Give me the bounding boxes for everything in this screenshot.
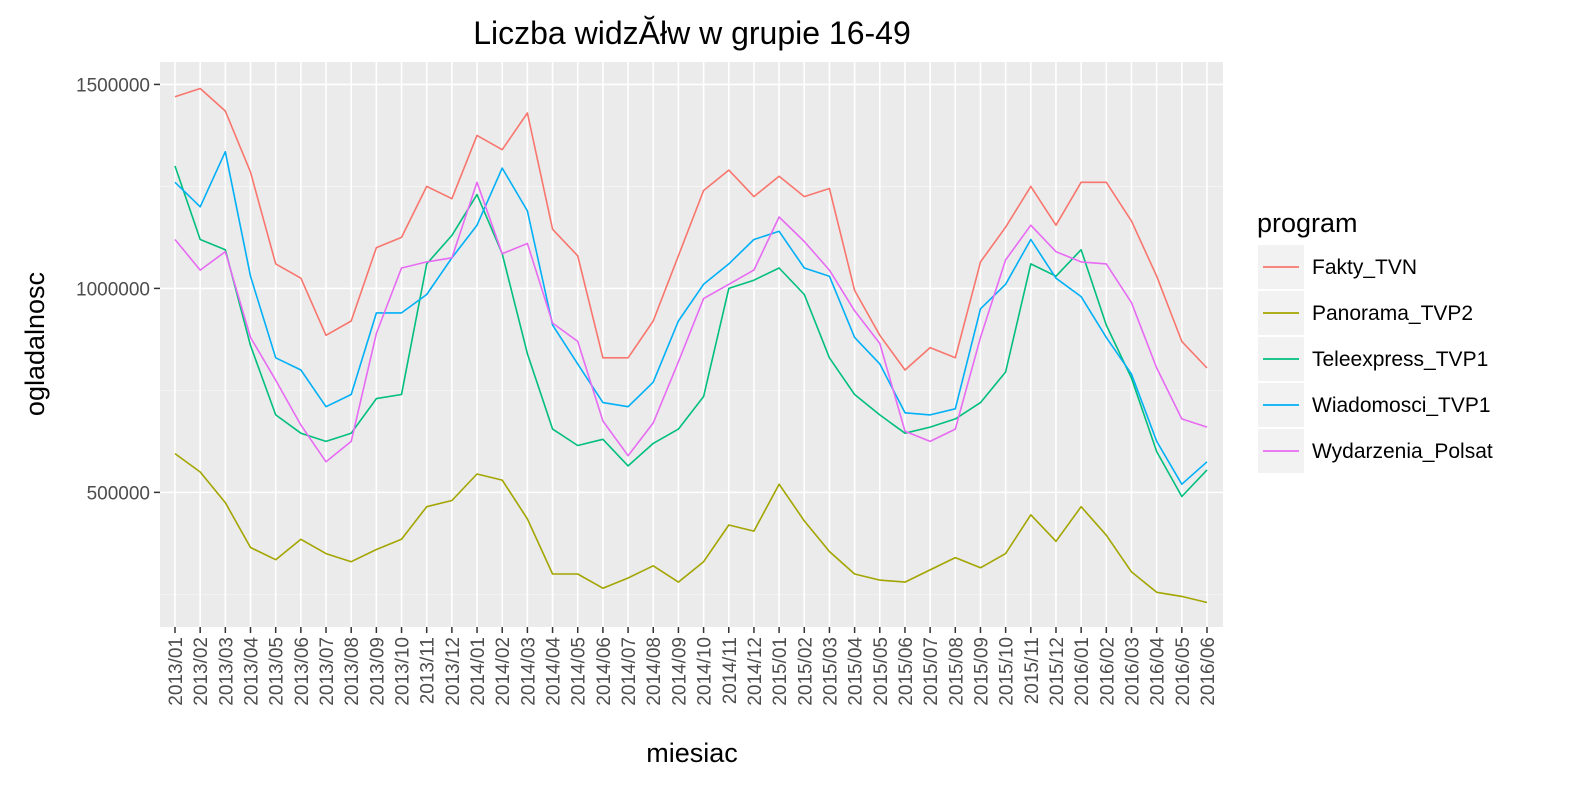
x-tick-label: 2015/07 <box>921 637 942 706</box>
legend-title: program <box>1257 208 1358 238</box>
legend-label: Panorama_TVP2 <box>1312 302 1473 325</box>
series-line-fakty-tvn <box>174 87 1208 371</box>
x-axis-title: miesiac <box>646 738 738 768</box>
x-tick-label: 2015/12 <box>1047 637 1068 706</box>
x-tick-label: 2015/04 <box>846 637 867 706</box>
x-tick-label: 2014/04 <box>544 637 565 706</box>
legend-label: Wydarzenia_Polsat <box>1312 440 1493 463</box>
x-tick-label: 2016/05 <box>1173 637 1194 706</box>
x-tick-label: 2014/01 <box>468 637 489 706</box>
y-tick-label: 500000 <box>87 483 150 504</box>
x-tick-label: 2014/08 <box>644 637 665 706</box>
x-tick-label: 2013/06 <box>292 637 313 706</box>
x-tick-label: 2016/06 <box>1198 637 1219 706</box>
y-tick-label: 1500000 <box>76 75 150 96</box>
series-line-wydarzenia-polsat <box>174 181 1208 463</box>
x-tick-label: 2016/03 <box>1122 637 1143 706</box>
x-tick-label: 2013/12 <box>443 637 464 706</box>
y-axis-title: ogladalnosc <box>20 272 50 416</box>
x-tick-label: 2013/10 <box>393 637 414 706</box>
grid-lines <box>160 62 1223 627</box>
x-tick-label: 2016/01 <box>1072 637 1093 706</box>
x-tick-label: 2013/08 <box>342 637 363 706</box>
legend-label: Wiadomosci_TVP1 <box>1312 394 1491 417</box>
legend: program Fakty_TVN Panorama_TVP2 Teleexpres… <box>1257 208 1493 473</box>
x-tick-label: 2014/12 <box>745 637 766 706</box>
x-tick-label: 2016/02 <box>1097 637 1118 706</box>
y-tick-label: 1000000 <box>76 279 150 300</box>
x-tick-label: 2013/11 <box>418 637 439 704</box>
x-tick-label: 2014/10 <box>695 637 716 706</box>
series-lines <box>174 87 1208 604</box>
x-tick-label: 2015/03 <box>820 637 841 706</box>
x-tick-label: 2015/09 <box>971 637 992 706</box>
x-tick-label: 2013/03 <box>216 637 237 706</box>
x-axis: 2013/01 2013/02 2013/03 2013/04 2013/05 2013/… <box>166 627 1219 706</box>
x-tick-label: 2015/01 <box>770 637 791 706</box>
series-line-panorama-tvp2 <box>174 452 1208 604</box>
x-tick-label: 2015/11 <box>1022 637 1043 704</box>
x-tick-label: 2013/05 <box>267 637 288 706</box>
x-tick-label: 2013/02 <box>191 637 212 706</box>
x-tick-label: 2016/04 <box>1148 637 1169 706</box>
legend-label: Fakty_TVN <box>1312 256 1417 279</box>
series-line-wiadomosci-tvp1 <box>174 150 1208 486</box>
x-tick-label: 2014/07 <box>619 637 640 706</box>
x-tick-label: 2013/01 <box>166 637 187 706</box>
x-tick-label: 2014/03 <box>518 637 539 706</box>
x-tick-label: 2014/02 <box>493 637 514 706</box>
x-tick-label: 2014/11 <box>720 637 741 704</box>
x-tick-label: 2015/05 <box>871 637 892 706</box>
y-axis: 500000 1000000 1500000 <box>76 75 160 504</box>
x-tick-label: 2014/06 <box>594 637 615 706</box>
x-tick-label: 2013/04 <box>242 637 263 706</box>
x-tick-label: 2014/09 <box>669 637 690 706</box>
chart-title: Liczba widzĂłw w grupie 16-49 <box>473 15 911 51</box>
x-tick-label: 2013/09 <box>367 637 388 706</box>
x-tick-label: 2014/05 <box>569 637 590 706</box>
x-tick-label: 2015/02 <box>795 637 816 706</box>
x-tick-label: 2015/10 <box>997 637 1018 706</box>
x-tick-label: 2013/07 <box>317 637 338 706</box>
series-line-teleexpress-tvp1 <box>174 165 1208 498</box>
plot-panel <box>160 62 1223 627</box>
x-tick-label: 2015/08 <box>946 637 967 706</box>
legend-label: Teleexpress_TVP1 <box>1312 348 1488 371</box>
x-tick-label: 2015/06 <box>896 637 917 706</box>
